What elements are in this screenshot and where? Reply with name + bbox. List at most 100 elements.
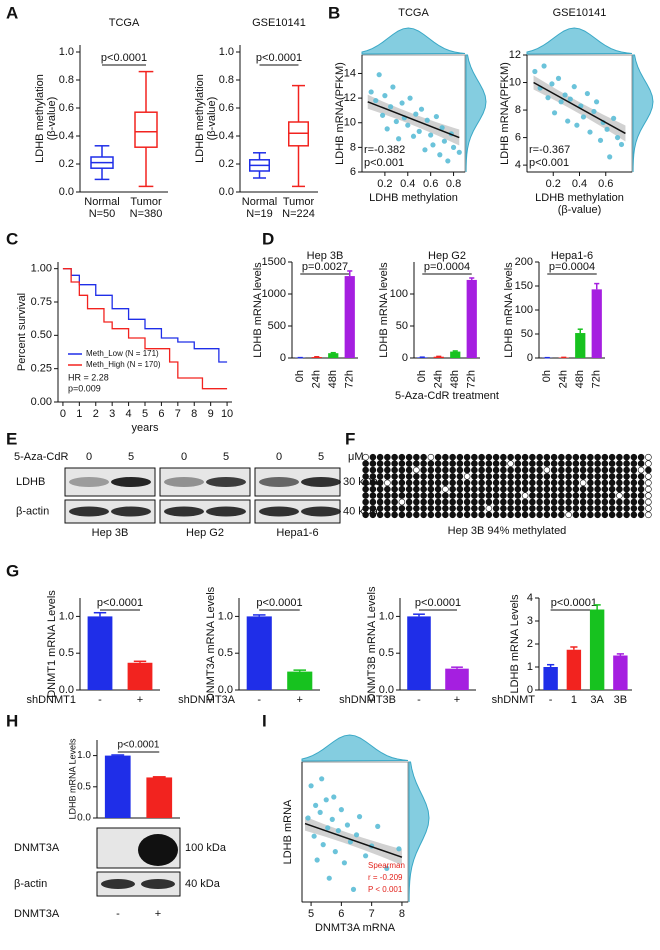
x-tick-label: 4 xyxy=(126,408,132,420)
methylated-site xyxy=(608,492,616,499)
point xyxy=(356,814,363,820)
n-label: N=19 xyxy=(246,208,273,220)
methylated-site xyxy=(391,479,398,487)
point xyxy=(558,99,564,105)
x-tick-label: 7 xyxy=(175,408,181,420)
methylated-site xyxy=(529,505,536,512)
x-tick-label: Tumor xyxy=(130,196,162,208)
methylated-site xyxy=(362,479,369,487)
methylated-site xyxy=(558,466,565,474)
y-tick-label: 0.4 xyxy=(59,130,74,142)
y-tick-label: 12 xyxy=(344,92,356,104)
point xyxy=(430,142,436,148)
methylated-site xyxy=(500,479,507,487)
x-tick-label: 0.6 xyxy=(423,178,438,190)
dose-label: 5 xyxy=(223,451,229,463)
x-tick-label: - xyxy=(257,694,261,706)
methylated-site xyxy=(384,453,391,461)
methylated-site xyxy=(536,485,543,493)
bar xyxy=(246,616,272,690)
x-tick-label: 72h xyxy=(591,370,603,388)
point xyxy=(325,825,331,831)
y-axis-label: (β-value) xyxy=(46,97,58,141)
methylated-site xyxy=(492,511,500,519)
point xyxy=(405,122,411,128)
panel-label: A xyxy=(6,3,18,22)
y-tick-label: 500 xyxy=(268,320,286,332)
methylated-site xyxy=(623,505,630,512)
point xyxy=(584,90,590,97)
methylated-site xyxy=(384,492,391,499)
bar xyxy=(466,279,477,358)
methylated-site xyxy=(623,485,630,493)
point xyxy=(317,809,323,816)
methylated-site xyxy=(572,473,580,480)
methylated-site xyxy=(572,498,580,506)
methylated-site xyxy=(449,453,456,461)
x-tick-label: Tumor xyxy=(283,196,315,208)
methylated-site xyxy=(623,453,630,461)
methylated-site xyxy=(630,466,638,474)
y-axis-label: DNMT3B mRNA Levels xyxy=(366,586,378,701)
x-axis-label: shDNMT xyxy=(492,694,536,706)
y-tick-label: 8 xyxy=(350,141,356,153)
y-axis-label: LDHB mRNA levels xyxy=(378,262,390,358)
methylated-site xyxy=(405,479,413,487)
point xyxy=(319,776,325,782)
methylated-site xyxy=(594,485,601,493)
point xyxy=(376,72,382,78)
band xyxy=(141,879,175,889)
methylated-site xyxy=(485,511,493,519)
point xyxy=(456,149,462,155)
methylated-site xyxy=(413,479,420,487)
methylated-site xyxy=(405,460,413,467)
unmethylated-site xyxy=(362,453,369,461)
unmethylated-site xyxy=(645,460,652,467)
p-value: p<0.0001 xyxy=(551,597,597,609)
methylation-caption: Hep 3B 94% methylated xyxy=(448,525,567,537)
panel-label: E xyxy=(6,429,17,448)
methylated-site xyxy=(594,492,601,499)
methylated-site xyxy=(492,485,500,493)
methylated-site xyxy=(601,479,609,487)
methylated-site xyxy=(601,460,609,467)
methylated-site xyxy=(572,505,580,512)
unmethylated-site xyxy=(543,466,551,474)
point xyxy=(532,68,538,75)
methylated-site xyxy=(630,498,638,506)
methylated-site xyxy=(507,498,514,506)
methylated-site xyxy=(456,492,464,499)
methylated-site xyxy=(507,492,514,499)
x-tick-label: + xyxy=(137,694,143,706)
methylated-site xyxy=(608,453,616,461)
y-tick-label: 0.6 xyxy=(219,102,234,114)
methylated-site xyxy=(594,473,601,480)
methylated-site xyxy=(478,453,485,461)
methylated-site xyxy=(449,492,456,499)
annotation: Spearman xyxy=(368,861,405,870)
methylated-site xyxy=(376,479,384,487)
point xyxy=(320,842,326,848)
methylated-site xyxy=(398,460,406,467)
methylated-site xyxy=(391,498,398,506)
methylated-site xyxy=(558,479,565,487)
n-label: N=224 xyxy=(282,208,315,220)
bar xyxy=(344,276,355,358)
y-tick-label: 150 xyxy=(515,280,533,292)
unmethylated-site xyxy=(565,511,572,519)
methylated-site xyxy=(550,466,558,474)
methylated-site xyxy=(427,505,435,512)
y-tick-label: 0 xyxy=(527,684,533,696)
methylated-site xyxy=(521,466,529,474)
methylated-site xyxy=(413,511,420,519)
band xyxy=(164,477,204,487)
methylated-site xyxy=(579,505,587,512)
methylated-site xyxy=(550,485,558,493)
blot-frame xyxy=(159,499,251,524)
methylated-site xyxy=(449,505,456,512)
methylated-site xyxy=(616,453,623,461)
methylated-site xyxy=(420,473,427,480)
x-tick-label: 48h xyxy=(449,370,461,388)
y-tick-label: 0.2 xyxy=(219,158,234,170)
methylated-site xyxy=(608,473,616,480)
